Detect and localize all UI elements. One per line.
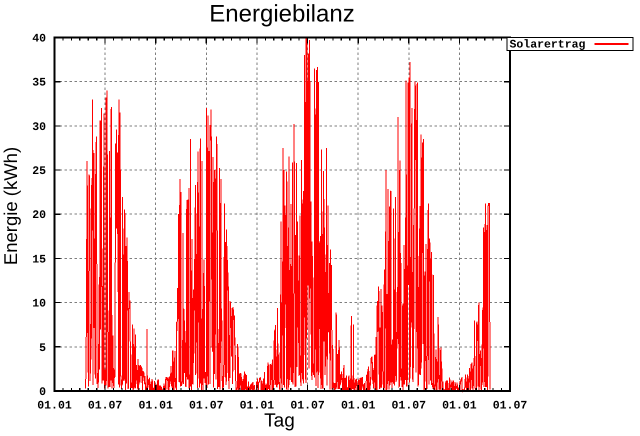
svg-text:30: 30 xyxy=(32,121,46,134)
svg-text:20: 20 xyxy=(32,209,46,222)
svg-text:01.07: 01.07 xyxy=(189,400,224,413)
svg-text:01.01: 01.01 xyxy=(240,400,275,413)
svg-text:01.01: 01.01 xyxy=(442,400,477,413)
svg-text:Solarertrag: Solarertrag xyxy=(510,39,586,52)
svg-text:35: 35 xyxy=(32,77,46,90)
svg-text:01.01: 01.01 xyxy=(37,400,72,413)
svg-text:Tag: Tag xyxy=(264,411,295,432)
svg-text:01.07: 01.07 xyxy=(290,400,325,413)
svg-text:Energie (kWh): Energie (kWh) xyxy=(0,147,21,265)
svg-text:40: 40 xyxy=(32,33,46,46)
svg-text:15: 15 xyxy=(32,253,46,266)
svg-text:Energiebilanz: Energiebilanz xyxy=(209,1,354,28)
svg-text:01.07: 01.07 xyxy=(493,400,528,413)
svg-text:01.01: 01.01 xyxy=(341,400,376,413)
svg-text:10: 10 xyxy=(32,298,46,311)
svg-text:01.07: 01.07 xyxy=(88,400,123,413)
svg-text:01.07: 01.07 xyxy=(392,400,427,413)
svg-text:25: 25 xyxy=(32,165,46,178)
svg-text:5: 5 xyxy=(39,342,46,355)
svg-text:0: 0 xyxy=(39,386,46,399)
svg-text:01.01: 01.01 xyxy=(138,400,173,413)
